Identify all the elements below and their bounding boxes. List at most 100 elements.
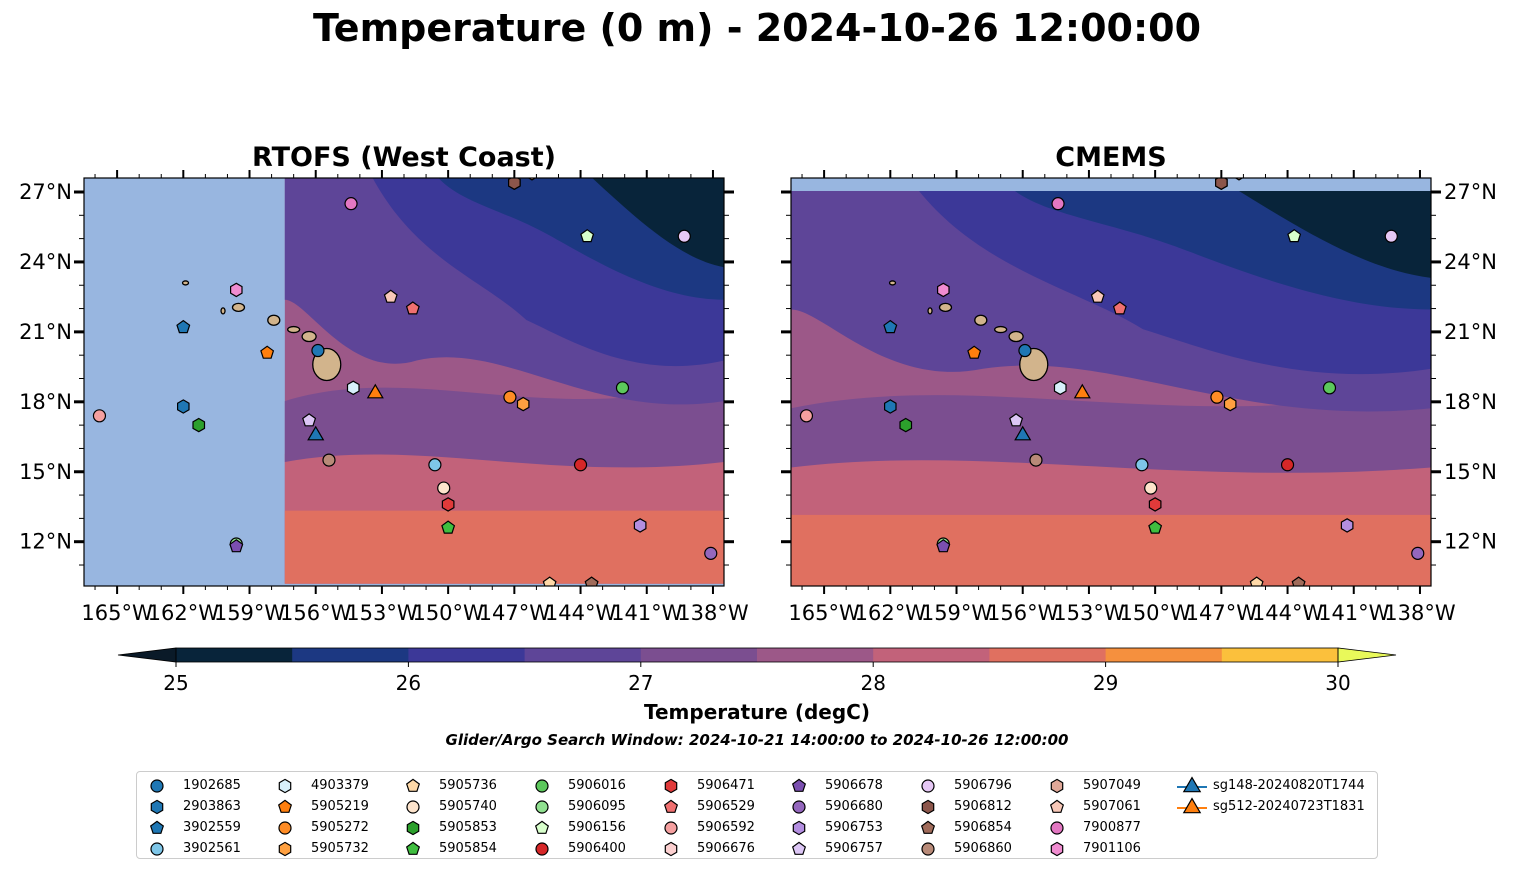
figure-title: Temperature (0 m) - 2024-10-26 12:00:00 [312,6,1202,50]
float-marker-5905853 [192,417,206,433]
colorbar-extend-min [117,647,177,663]
island-maui [301,330,317,343]
legend-label: 5905272 [311,820,369,835]
legend-label: 5906016 [568,778,626,793]
legend-label: 5906529 [697,799,755,814]
legend-label: 7901106 [1083,841,1141,856]
legend-label: 5905736 [439,778,497,793]
legend-marker [405,841,421,855]
float-marker-5906678 [936,539,951,553]
float-marker-5906757 [302,413,317,427]
panel-title-cmems: CMEMS [1055,142,1167,173]
legend-marker [791,841,807,855]
legend-marker [535,779,549,793]
float-marker-4903379 [1053,380,1067,396]
x-tick-label: 165°W [81,601,153,625]
legend-label: 5907061 [1083,799,1141,814]
x-tick-label: 150°W [412,601,484,625]
float-marker-3902559 [176,319,191,334]
float-marker-3902561 [1135,458,1149,472]
legend-marker [535,800,549,814]
legend-marker [149,820,165,834]
colorbar-tick-label: 26 [396,671,421,692]
legend-marker [278,841,292,857]
legend-marker [920,820,936,834]
y-tick-label: 18°N [19,390,72,414]
x-tick-label: 156°W [987,601,1059,625]
legend-marker [535,842,549,856]
temperature-field [791,191,1431,586]
legend-label: sg148-20240820T1744 [1213,778,1365,793]
legend-marker [150,779,164,793]
legend-label: 5905740 [439,799,497,814]
legend-label: 5906860 [954,841,1012,856]
colorbar-band [292,648,409,662]
legend-label: 5905219 [311,799,369,814]
x-tick-label: 156°W [280,601,352,625]
float-marker-5906757 [1009,413,1024,427]
float-marker-7900877 [1051,197,1065,211]
float-marker-5905740 [1144,481,1158,495]
float-marker-5906860 [1029,453,1043,467]
float-marker-5906680 [704,546,718,560]
float-marker-1902685 [1018,343,1032,358]
legend-marker [921,779,935,793]
island-kauai [231,302,246,313]
float-marker-5905736 [542,576,557,586]
float-marker-5905219 [260,345,275,359]
legend-marker [1182,797,1202,814]
colorbar-band [524,648,642,662]
island-nihoa [181,280,190,286]
colorbar: 25 26 27 28 29 30 [117,647,1397,692]
x-tick-label: 162°W [148,601,220,625]
float-marker-sg148-20240820T1744 [1014,425,1032,441]
float-marker-sg148-20240820T1744 [307,425,325,441]
island-maui [1008,330,1024,343]
float-marker-5906156 [1287,228,1302,243]
float-marker-5905732 [516,396,530,412]
legend-label: 5906592 [697,820,755,835]
x-tick-label: 153°W [1053,601,1125,625]
float-marker-5906854 [584,576,599,586]
x-tick-label: 138°W [677,601,749,625]
island-nihoa [888,280,897,286]
legend-marker [1049,799,1065,813]
float-marker-7901106 [936,282,950,298]
float-marker-4903379 [346,380,360,396]
colorbar-band [989,648,1107,662]
float-marker-5906680 [1411,546,1425,560]
legend-label: 1902685 [183,778,241,793]
x-tick-label: 147°W [1186,601,1258,625]
island-kauai [938,302,953,313]
float-marker-5907061 [383,289,398,303]
legend-marker [792,800,806,814]
float-marker-sg512-20240723T1831 [1073,383,1091,399]
x-tick-label: 141°W [1318,601,1390,625]
float-marker-5906016 [615,381,630,395]
float-marker-5907061 [1090,289,1105,303]
legend-label: 5906678 [825,778,883,793]
float-marker-5906592 [799,409,814,423]
y-tick-label: 24°N [19,250,72,274]
float-marker-sg512-20240723T1831 [366,383,384,399]
map-panel-cmems: 165°W162°W159°W156°W153°W150°W147°W144°W… [781,170,1497,625]
x-tick-label: 141°W [611,601,683,625]
legend-label: 5906676 [697,841,755,856]
float-marker-1902685 [311,343,325,358]
float-marker-2903863 [177,399,190,414]
legend-label: 5906812 [954,799,1012,814]
float-marker-5905736 [1249,576,1264,586]
colorbar-band [873,648,990,662]
legend-marker [278,821,292,835]
colorbar-band [640,648,758,662]
y-tick-label: 18°N [1444,390,1497,414]
legend-marker [921,842,935,856]
legend-label: 5906796 [954,778,1012,793]
colorbar-label: Temperature (degC) [644,700,870,724]
float-marker-5906529 [1112,301,1127,315]
float-marker-3902561 [428,458,442,472]
axis-ticks: 165°W162°W159°W156°W153°W150°W147°W144°W… [781,170,1497,625]
colorbar-band [1105,648,1223,662]
colorbar-tick-label: 27 [628,671,653,692]
legend-label: 4903379 [311,778,369,793]
